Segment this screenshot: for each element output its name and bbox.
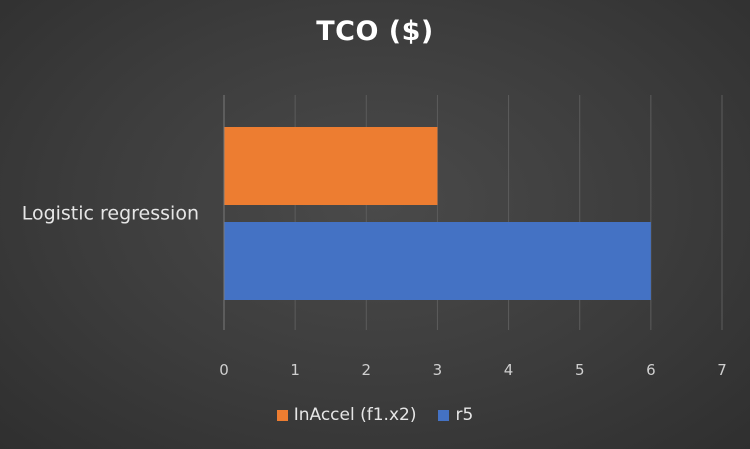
legend-label-inaccel: InAccel (f1.x2) bbox=[293, 405, 417, 425]
x-tick-label-1: 1 bbox=[290, 361, 300, 379]
x-tick-label-0: 0 bbox=[219, 361, 229, 379]
legend-swatch-r5 bbox=[438, 409, 450, 421]
x-tick-label-7: 7 bbox=[717, 361, 727, 379]
legend-item-inaccel: InAccel (f1.x2) bbox=[276, 405, 417, 425]
bar-r5 bbox=[224, 222, 651, 300]
x-tick-label-2: 2 bbox=[362, 361, 372, 379]
category-label: Logistic regression bbox=[22, 203, 199, 225]
legend-label-r5: r5 bbox=[455, 405, 474, 425]
bar-inaccel-f1-x2 bbox=[224, 127, 438, 205]
legend: InAccel (f1.x2) r5 bbox=[0, 405, 750, 425]
legend-item-r5: r5 bbox=[438, 405, 473, 425]
legend-swatch-inaccel bbox=[276, 409, 288, 421]
x-tick-label-6: 6 bbox=[646, 361, 656, 379]
chart-title: TCO ($) bbox=[316, 16, 434, 47]
x-tick-label-4: 4 bbox=[504, 361, 514, 379]
x-tick-label-5: 5 bbox=[575, 361, 585, 379]
x-tick-label-3: 3 bbox=[433, 361, 443, 379]
